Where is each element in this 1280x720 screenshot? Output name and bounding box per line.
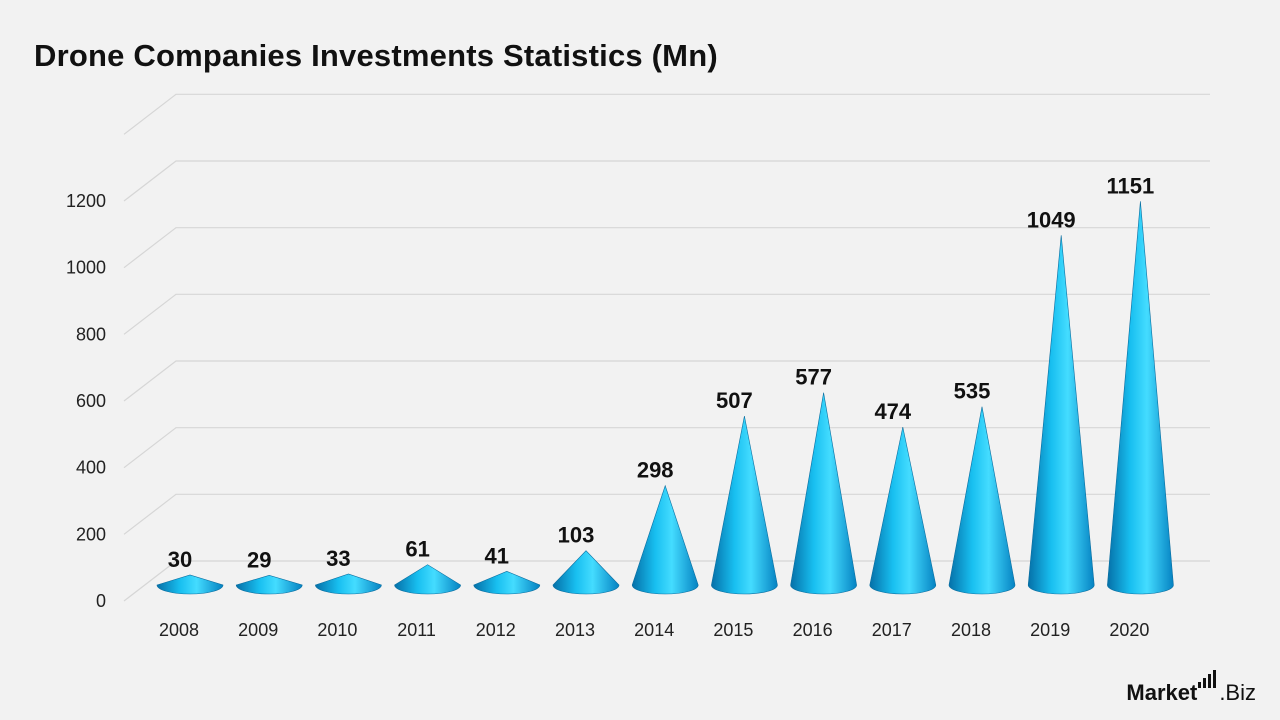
y-tick-label: 200 — [76, 524, 106, 544]
gridline — [123, 360, 1210, 402]
x-tick-label: 2020 — [1109, 620, 1149, 640]
cone-bar — [711, 415, 778, 595]
cone-bar — [1027, 235, 1095, 595]
data-label: 41 — [485, 543, 509, 568]
gridline — [123, 560, 1210, 602]
data-label: 1049 — [1027, 207, 1076, 232]
x-tick-label: 2013 — [555, 620, 595, 640]
gridline — [123, 227, 1210, 269]
x-tick-label: 2019 — [1030, 620, 1070, 640]
x-tick-label: 2014 — [634, 620, 674, 640]
data-label: 30 — [168, 547, 192, 572]
data-label: 474 — [874, 399, 911, 424]
data-label: 103 — [558, 523, 595, 548]
gridline — [123, 493, 1210, 535]
x-axis: 2008 2009 2010 2011 2012 2013 2014 2015 2016 2017… — [159, 620, 1149, 640]
brand-suffix: .Biz — [1219, 680, 1256, 705]
cone-bar — [869, 426, 937, 595]
y-axis: 0 200 400 600 800 1000 1200 — [66, 191, 106, 611]
x-tick-label: 2016 — [793, 620, 833, 640]
cone-bar — [631, 484, 699, 595]
y-tick-label: 400 — [76, 458, 106, 478]
x-tick-label: 2018 — [951, 620, 991, 640]
cone-bar — [552, 550, 620, 595]
cones — [156, 201, 1174, 595]
data-label: 29 — [247, 547, 271, 572]
data-label: 33 — [326, 546, 350, 571]
gridline — [123, 93, 1210, 135]
data-label: 507 — [716, 388, 753, 413]
y-tick-label: 1000 — [66, 258, 106, 278]
cone-bar — [394, 564, 461, 595]
cone-bar — [315, 573, 382, 595]
y-tick-label: 0 — [96, 591, 106, 611]
y-tick-label: 1200 — [66, 191, 106, 211]
cone-bar — [235, 575, 303, 595]
brand-logo: Market .Biz — [1126, 670, 1256, 706]
data-label: 535 — [954, 379, 991, 404]
data-label: 61 — [405, 537, 429, 562]
x-tick-label: 2015 — [713, 620, 753, 640]
brand-bars-icon — [1198, 670, 1218, 688]
x-tick-label: 2012 — [476, 620, 516, 640]
gridline — [123, 160, 1210, 202]
data-label: 298 — [637, 458, 674, 483]
x-tick-label: 2010 — [317, 620, 357, 640]
data-label: 1151 — [1107, 173, 1155, 198]
cone-bar — [473, 571, 541, 595]
cone-bar — [156, 574, 224, 595]
x-tick-label: 2017 — [872, 620, 912, 640]
cone-bar — [1107, 201, 1174, 595]
gridline — [123, 293, 1210, 335]
y-tick-label: 600 — [76, 391, 106, 411]
chart-title: Drone Companies Investments Statistics (… — [34, 38, 718, 73]
cone-bar — [790, 392, 857, 595]
x-tick-label: 2011 — [397, 620, 436, 640]
x-tick-label: 2008 — [159, 620, 199, 640]
x-tick-label: 2009 — [238, 620, 278, 640]
gridline — [123, 427, 1210, 469]
data-labels: 30 29 33 61 41 103 298 507 577 474 535 1049 1151 — [168, 173, 1155, 572]
y-tick-label: 800 — [76, 324, 106, 344]
brand-name: Market — [1126, 680, 1198, 705]
data-label: 577 — [795, 365, 832, 390]
gridlines — [123, 93, 1210, 602]
cone-bar — [948, 406, 1016, 595]
